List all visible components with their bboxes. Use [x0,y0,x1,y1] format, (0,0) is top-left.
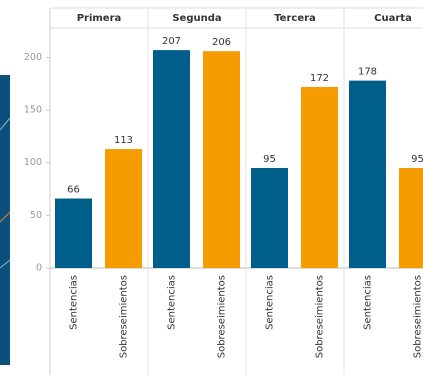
bar [301,86,338,269]
bar [153,50,190,269]
y-tick-label: 100 [24,157,42,168]
side-line [0,117,11,131]
bar [349,80,386,268]
y-tick-label: 150 [24,105,42,116]
y-tick-label: 50 [30,210,42,221]
side-line [0,259,11,269]
bar [399,168,423,268]
category-label: Sobreseimientos [315,275,326,358]
panel-header: Primera [77,13,122,24]
panel-header: Segunda [172,13,221,24]
side-panel [0,75,10,365]
bar [105,149,142,268]
value-label: 95 [411,154,423,165]
value-label: 95 [263,154,276,165]
value-label: 178 [358,67,377,78]
panel-header: Cuarta [374,13,412,24]
value-label: 66 [67,185,80,196]
bar [251,168,288,268]
side-line [0,211,11,223]
y-tick-label: 200 [24,52,42,63]
bar [55,198,92,268]
category-label: Sentencias [167,275,178,330]
category-label: Sentencias [265,275,276,330]
panel-header: Tercera [274,13,316,24]
value-label: 207 [162,36,181,47]
value-label: 206 [212,37,231,48]
bar [203,51,240,268]
category-label: Sentencias [363,275,374,330]
category-label: Sentencias [69,275,80,330]
y-tick-label: 0 [36,263,42,274]
value-label: 113 [114,135,133,146]
category-label: Sobreseimientos [413,275,423,358]
category-label: Sobreseimientos [217,275,228,358]
value-label: 172 [310,73,329,84]
category-label: Sobreseimientos [119,275,130,358]
